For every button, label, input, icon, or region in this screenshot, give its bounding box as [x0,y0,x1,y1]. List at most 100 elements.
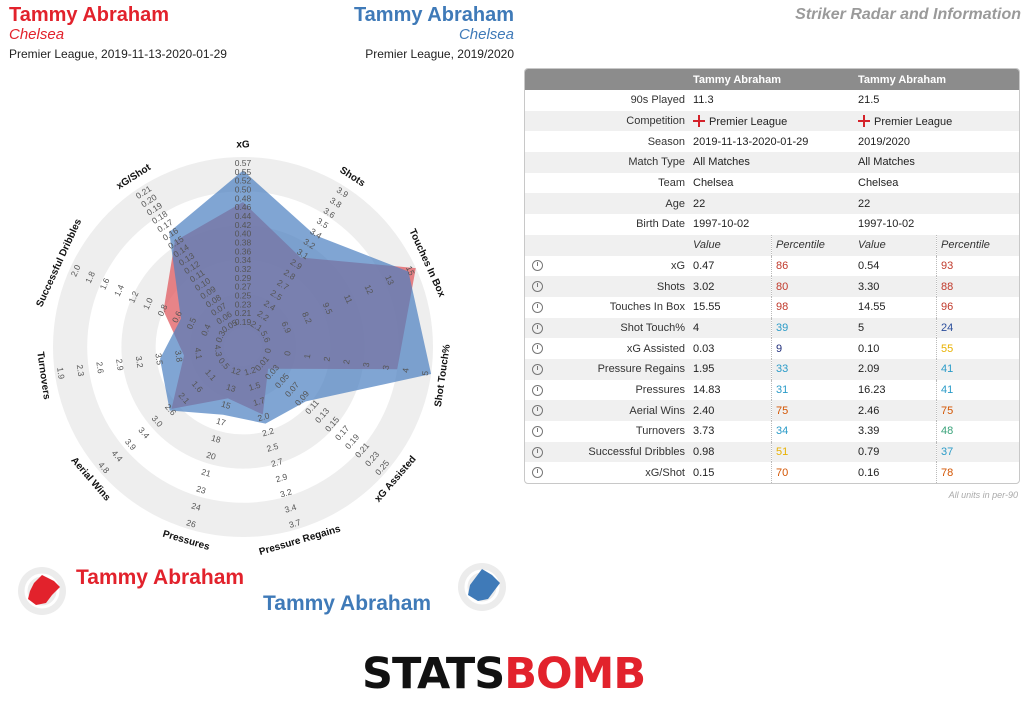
stat-value-b: 3.39 [858,425,880,438]
radar-tick-label: 2.5 [265,441,279,454]
stat-value-b: 16.23 [858,383,886,396]
stat-value-a: 0.98 [689,441,772,463]
radar-tick-label: 0.50 [235,185,252,195]
row-label: Competition [549,110,689,132]
stat-percentile-a: 39 [771,317,854,339]
radar-tick-label: 15 [404,264,417,277]
stat-value-a: 0.15 [693,466,715,479]
row-icon-blank [525,90,549,111]
left-player-header: Tammy Abraham Chelsea Premier League, 20… [9,4,227,62]
stat-value-a: 2.40 [689,400,772,421]
table-row: xG Assisted 0.03 9 0.10 55 [525,338,1019,359]
legend-player-a: Tammy Abraham [76,566,245,589]
stat-gauge-icon [531,405,543,417]
row-label: Season [647,135,685,148]
row-value-b: 2019/2020 [858,135,910,148]
table-row: Touches In Box 15.55 98 14.55 96 [525,296,1019,318]
radar-tick-label: 0.23 [235,299,252,309]
stat-label: Shot Touch% [549,317,689,339]
stat-icon-cell [525,380,549,401]
stat-percentile-a: 70 [771,462,854,484]
stat-percentile-b: 37 [936,441,1019,463]
table-row: Birth Date 1997-10-02 1997-10-02 [525,214,1019,235]
radar-tick-label: 0.36 [235,246,252,256]
radar-tick-label: 1.5 [247,380,261,393]
stat-value-a: 4 [689,317,772,339]
radar-tick-label: 8.2 [300,310,314,325]
stat-label: Pressures [635,383,685,396]
radar-tick-label: 18 [210,433,222,445]
radar-tick-label: 0.4 [199,322,213,337]
logo-bomb-text: BOMB [504,649,646,699]
table-row: Competition Premier League Premier League [525,110,1019,132]
table-row: Age 22 22 [525,193,1019,215]
radar-tick-label: 0 [262,347,273,353]
radar-tick-label: 1.6 [98,276,112,291]
subheader-blank-2 [549,234,689,256]
radar-tick-label: 1.7 [252,395,266,408]
radar-tick-label: 9.5 [321,301,335,316]
row-value-a: Premier League [689,110,854,132]
info-table: Tammy Abraham Tammy Abraham 90s Played 11… [524,68,1020,485]
stat-label: Turnovers [635,425,685,438]
stat-percentile-a: 34 [771,421,854,442]
stat-percentile-b: 96 [936,296,1019,318]
row-icon-blank [525,110,549,132]
radar-tick-label: 12 [362,283,375,296]
stat-label: Aerial Wins [549,400,689,421]
right-player-team: Chelsea [458,26,514,43]
stat-value-b: 0.79 [854,441,937,463]
radar-tick-label: 0.27 [235,282,252,292]
radar-tick-label: 0 [282,350,293,356]
subheader-value-b: Value [854,234,937,256]
stat-label: xG Assisted [626,342,685,355]
radar-tick-label: 0.42 [235,220,252,230]
row-label: Match Type [549,152,689,173]
radar-chart: 0.190.210.230.250.270.290.320.340.360.38… [34,140,453,559]
table-row: Season 2019-11-13-2020-01-29 2019/2020 [525,131,1019,152]
row-value-b: 21.5 [858,94,880,107]
row-icon-blank [525,193,549,215]
left-player-team: Chelsea [9,26,65,43]
stat-percentile-b: 48 [936,421,1019,442]
row-icon-blank [525,173,549,194]
radar-tick-label: 1 [302,353,313,359]
table-subheader-row: Value Percentile Value Percentile [525,234,1019,256]
radar-tick-label: 3.4 [283,502,297,515]
england-flag-icon [858,114,870,127]
stat-icon-cell [525,441,549,463]
stat-value-a: 15.55 [693,301,721,314]
radar-tick-label: 0.40 [235,229,252,239]
row-value-a: Chelsea [693,177,734,190]
left-player-context: Premier League, 2019-11-13-2020-01-29 [9,47,227,61]
stat-value-b: 0.10 [858,342,880,355]
radar-tick-label: 3.7 [288,517,302,530]
row-value-a: 22 [689,193,854,215]
legend-radar-icon-red [18,567,66,615]
legend-player-b: Tammy Abraham [263,592,432,615]
radar-tick-label: 17 [215,416,227,428]
radar-tick-label: 12 [230,365,242,377]
radar-tick-label: 1.9 [55,367,67,380]
radar-tick-label: 5 [420,370,431,376]
table-row: Pressure Regains 1.95 33 2.09 41 [525,358,1019,380]
stat-percentile-a: 33 [771,358,854,380]
stat-gauge-icon [531,322,543,334]
row-icon-blank [525,152,549,173]
page-title: Striker Radar and Information [795,6,1021,23]
table-row: xG 0.47 86 0.54 93 [525,255,1019,277]
radar-tick-label: 20 [205,450,217,462]
legend-radar-icon-blue [458,563,506,611]
stat-gauge-icon [531,446,543,458]
radar-tick-label: 4.3 [213,344,225,357]
stat-percentile-a: 98 [771,296,854,318]
stat-gauge-icon [531,384,543,396]
radar-tick-label: 2.0 [256,410,270,423]
table-row: Aerial Wins 2.40 75 2.46 75 [525,400,1019,421]
subheader-blank [525,234,549,256]
radar-tick-label: 3.8 [173,350,185,363]
radar-tick-label: 0.55 [235,167,252,177]
stat-percentile-a: 51 [771,441,854,463]
radar-tick-label: 2 [322,356,333,362]
row-label: Birth Date [636,218,685,231]
